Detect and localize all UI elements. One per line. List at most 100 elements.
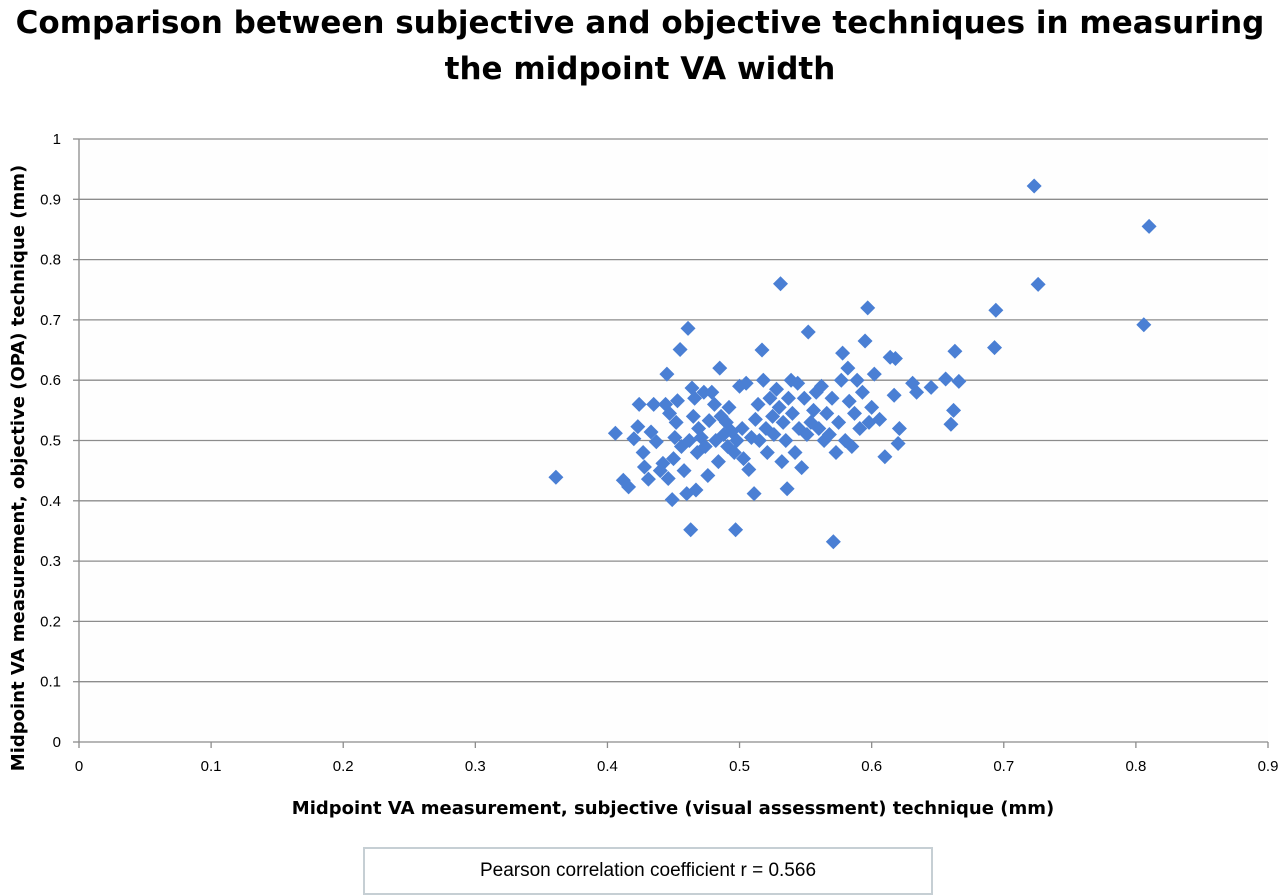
data-point: [680, 320, 696, 336]
data-point: [780, 390, 796, 406]
data-point: [799, 426, 815, 442]
y-tick-label: 0.3: [40, 553, 61, 570]
data-point: [938, 371, 954, 387]
data-point: [726, 445, 742, 461]
data-point: [683, 522, 699, 538]
data-point: [877, 449, 893, 465]
x-tick-label: 0.9: [1258, 758, 1279, 775]
y-tick-label: 0.8: [40, 252, 61, 269]
correlation-annotation: Pearson correlation coefficient r = 0.56…: [363, 847, 933, 895]
data-point: [704, 384, 720, 400]
data-point: [813, 378, 829, 394]
data-point: [664, 492, 680, 508]
data-point: [988, 302, 1004, 318]
data-point: [825, 534, 841, 550]
data-point: [734, 420, 750, 436]
data-points: [548, 178, 1157, 550]
data-point: [951, 373, 967, 389]
data-point: [1026, 178, 1042, 194]
data-point: [835, 345, 851, 361]
data-point: [872, 411, 888, 427]
data-point: [852, 420, 868, 436]
chart-title: Comparison between subjective and object…: [15, 5, 1265, 87]
data-point: [701, 413, 717, 429]
data-point: [857, 333, 873, 349]
data-point: [668, 414, 684, 430]
data-point: [779, 481, 795, 497]
data-point: [681, 433, 697, 448]
data-point: [923, 379, 939, 395]
data-point: [706, 396, 722, 412]
data-point: [640, 471, 656, 487]
x-tick-label: 0.3: [465, 758, 486, 775]
data-point: [947, 343, 963, 359]
x-tick-label: 0.6: [861, 758, 882, 775]
data-point: [685, 408, 701, 424]
data-point: [864, 399, 880, 415]
data-point: [987, 340, 1003, 356]
data-point: [773, 276, 789, 292]
data-point: [891, 420, 907, 436]
data-point: [754, 342, 770, 358]
data-point: [775, 414, 791, 430]
data-point: [866, 366, 882, 382]
y-tick-label: 0.1: [40, 674, 61, 691]
data-point: [636, 459, 652, 475]
y-tick-label: 0.4: [40, 493, 61, 510]
data-point: [844, 439, 860, 455]
data-point: [819, 405, 835, 421]
data-point: [712, 360, 728, 376]
data-point: [946, 402, 962, 418]
data-point: [751, 433, 767, 448]
data-point: [631, 396, 647, 412]
data-point: [831, 414, 847, 430]
data-point: [759, 445, 775, 461]
y-tick-label: 0.7: [40, 312, 61, 329]
data-point: [771, 399, 787, 415]
data-point: [1141, 218, 1157, 234]
data-point: [697, 439, 713, 455]
data-point: [806, 402, 822, 418]
data-point: [688, 482, 704, 498]
data-point: [887, 350, 903, 366]
data-point: [861, 414, 877, 430]
data-point: [728, 522, 744, 538]
y-tick-label: 0.5: [40, 433, 61, 450]
data-point: [687, 390, 703, 406]
y-tick-label: 1: [53, 131, 61, 148]
x-tick-label: 0: [75, 758, 83, 775]
data-point: [746, 486, 762, 502]
data-point: [630, 419, 646, 435]
data-point: [548, 469, 564, 485]
data-point: [886, 387, 902, 403]
data-point: [696, 384, 712, 400]
data-point: [736, 451, 752, 467]
y-tick-label: 0.2: [40, 613, 61, 630]
data-point: [784, 405, 800, 421]
data-point: [774, 454, 790, 470]
y-axis-title: Midpoint VA measurement, objective (OPA)…: [8, 165, 29, 771]
data-point: [684, 380, 700, 396]
data-point: [849, 372, 865, 388]
data-point: [672, 341, 688, 357]
data-point: [741, 461, 757, 477]
data-point: [662, 405, 678, 421]
data-point: [765, 408, 781, 424]
data-point: [750, 396, 766, 412]
data-point: [846, 405, 862, 421]
data-point: [621, 479, 637, 495]
data-point: [821, 426, 837, 442]
x-tick-label: 0.1: [201, 758, 222, 775]
tick-labels: 0 0.1 0.2 0.3 0.4 0.5 0.6 0.7 0.8 0.9 1 0 0.1 0.2 0.3 0…: [40, 131, 1278, 775]
data-point: [747, 411, 763, 427]
data-point: [794, 460, 810, 476]
data-point: [909, 384, 925, 400]
data-point: [811, 420, 827, 436]
x-tick-label: 0.7: [993, 758, 1014, 775]
data-point: [667, 429, 683, 445]
data-point: [943, 416, 959, 432]
data-point: [824, 390, 840, 406]
data-point: [729, 433, 745, 448]
data-point: [660, 470, 676, 486]
